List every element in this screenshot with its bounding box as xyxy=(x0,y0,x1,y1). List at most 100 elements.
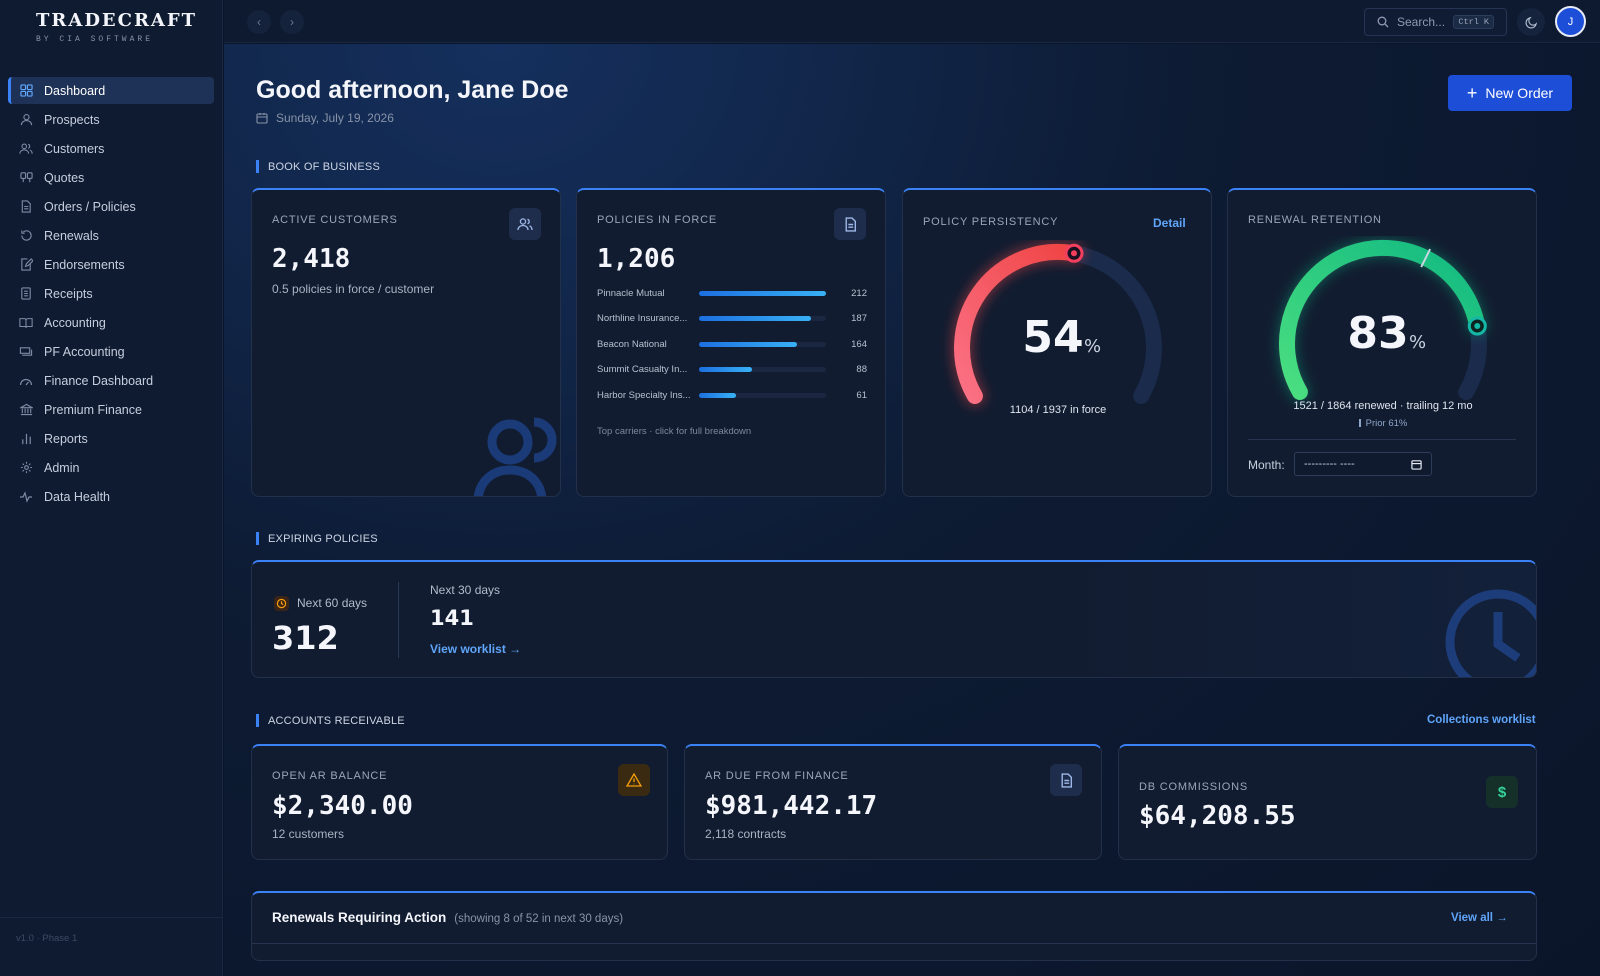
gauge-marker-dot xyxy=(1474,323,1481,329)
bar-chart-icon xyxy=(18,431,34,447)
sidebar-item-endorsements[interactable]: Endorsements xyxy=(8,251,214,278)
carrier-name: Summit Casualty In... xyxy=(597,364,688,375)
date-text: Sunday, July 19, 2026 xyxy=(276,111,394,125)
clock-icon xyxy=(274,596,289,611)
calendar-icon xyxy=(1411,459,1422,470)
sidebar-item-dashboard[interactable]: Dashboard xyxy=(8,77,214,104)
users-icon xyxy=(509,208,541,240)
version-label: v1.0 · Phase 1 xyxy=(16,933,78,944)
carrier-bar-row[interactable]: Northline Insurance... 187 xyxy=(597,312,867,326)
next60-value: 312 xyxy=(272,619,339,657)
table-subtitle: (showing 8 of 52 in next 30 days) xyxy=(454,913,624,925)
brand-name: TRADECRAFT xyxy=(36,10,198,31)
expiring-policies-card[interactable]: Next 60 days 312 Next 30 days 141 View w… xyxy=(251,560,1537,678)
sidebar-item-finance-dashboard[interactable]: Finance Dashboard xyxy=(8,367,214,394)
policies-in-force-card[interactable]: POLICIES IN FORCE 1,206 Pinnacle Mutual 2… xyxy=(576,188,886,497)
document-icon xyxy=(1050,764,1082,796)
policies-in-force-value: 1,206 xyxy=(597,244,676,274)
carrier-bar-row[interactable]: Summit Casualty In... 88 xyxy=(597,363,867,377)
carrier-bar-fill xyxy=(699,367,752,372)
card-label: POLICIES IN FORCE xyxy=(597,214,717,226)
db-commissions-value: $64,208.55 xyxy=(1139,801,1296,831)
carrier-name: Pinnacle Mutual xyxy=(597,287,665,299)
sidebar-item-customers[interactable]: Customers xyxy=(8,135,214,162)
db-commissions-card[interactable]: DB COMMISSIONS $ $64,208.55 xyxy=(1118,744,1537,860)
sidebar-item-label: Quotes xyxy=(44,170,85,185)
ar-due-finance-card[interactable]: AR DUE FROM FINANCE $981,442.17 2,118 co… xyxy=(684,744,1102,860)
month-input[interactable]: --------- ---- xyxy=(1294,452,1432,476)
sidebar-item-data-health[interactable]: Data Health xyxy=(8,483,214,510)
card-divider xyxy=(1248,439,1516,440)
forward-button[interactable]: › xyxy=(280,10,304,34)
sidebar-item-quotes[interactable]: Quotes xyxy=(8,164,214,191)
section-title-expiring: EXPIRING POLICIES xyxy=(256,532,378,545)
sidebar-item-admin[interactable]: Admin xyxy=(8,454,214,481)
sidebar-item-prospects[interactable]: Prospects xyxy=(8,106,214,133)
card-label: ACTIVE CUSTOMERS xyxy=(272,214,398,226)
book-icon xyxy=(18,315,34,331)
month-input-value: --------- ---- xyxy=(1304,458,1355,470)
user-avatar[interactable]: J xyxy=(1555,6,1586,37)
brand-logo[interactable]: TRADECRAFT BY CIA SOFTWARE xyxy=(0,0,222,64)
gauge-icon xyxy=(18,373,34,389)
carrier-footnote[interactable]: Top carriers · click for full breakdown xyxy=(597,426,752,437)
sidebar-item-renewals[interactable]: Renewals xyxy=(8,222,214,249)
clock-watermark-icon xyxy=(1445,589,1536,677)
policy-persistency-card[interactable]: POLICY PERSISTENCY Detail 54 % 1104 / 19… xyxy=(902,188,1212,497)
prior-marker xyxy=(1358,419,1361,428)
carrier-value: 164 xyxy=(851,338,867,350)
warning-icon xyxy=(618,764,650,796)
carrier-name: Harbor Specialty Ins... xyxy=(597,389,691,401)
collections-worklist-link[interactable]: Collections worklist xyxy=(1427,714,1536,726)
carrier-bar-row[interactable]: Beacon National 164 xyxy=(597,337,867,351)
carrier-bar-track xyxy=(699,290,826,296)
new-order-label: New Order xyxy=(1485,85,1554,101)
section-title-text: BOOK OF BUSINESS xyxy=(268,160,381,173)
search-icon xyxy=(1377,16,1389,28)
view-all-label: View all xyxy=(1451,912,1493,924)
renewal-retention-card[interactable]: RENEWAL RETENTION 83 % 1521 / 1864 renew… xyxy=(1227,188,1537,497)
view-worklist-link[interactable]: View worklist → xyxy=(430,642,521,656)
view-worklist-label: View worklist xyxy=(430,642,506,656)
sidebar-item-pf-accounting[interactable]: PF Accounting xyxy=(8,338,214,365)
carrier-bar-row[interactable]: Harbor Specialty Ins... 61 xyxy=(597,388,867,402)
card-label: OPEN AR BALANCE xyxy=(272,770,388,782)
card-label: AR DUE FROM FINANCE xyxy=(705,770,849,782)
bank-icon xyxy=(18,402,34,418)
table-title: Renewals Requiring Action xyxy=(272,910,447,925)
next30-value: 141 xyxy=(430,606,474,630)
table-header: Renewals Requiring Action (showing 8 of … xyxy=(272,910,623,925)
search-input[interactable]: Search... Ctrl K xyxy=(1364,8,1507,36)
persistency-detail-link[interactable]: Detail xyxy=(1153,216,1186,230)
active-customers-card[interactable]: ACTIVE CUSTOMERS 2,418 0.5 policies in f… xyxy=(251,188,561,497)
sidebar-item-orders-policies[interactable]: Orders / Policies xyxy=(8,193,214,220)
current-date: Sunday, July 19, 2026 xyxy=(256,111,394,125)
open-ar-card[interactable]: OPEN AR BALANCE $2,340.00 12 customers xyxy=(251,744,668,860)
table-divider xyxy=(252,943,1536,944)
theme-toggle-button[interactable] xyxy=(1517,8,1545,36)
sidebar-item-premium-finance[interactable]: Premium Finance xyxy=(8,396,214,423)
retention-sub: 1521 / 1864 renewed · trailing 12 mo xyxy=(1293,400,1473,412)
sidebar-item-label: Prospects xyxy=(44,112,100,127)
card-label: RENEWAL RETENTION xyxy=(1248,214,1382,226)
card-label: DB COMMISSIONS xyxy=(1139,781,1248,793)
open-ar-sub: 12 customers xyxy=(272,827,345,841)
sidebar-item-receipts[interactable]: Receipts xyxy=(8,280,214,307)
sidebar-item-label: Customers xyxy=(44,141,105,156)
back-button[interactable]: ‹ xyxy=(247,10,271,34)
card-label: POLICY PERSISTENCY xyxy=(923,216,1059,228)
quote-icon xyxy=(18,170,34,186)
carrier-bar-row[interactable]: Pinnacle Mutual 212 xyxy=(597,286,867,300)
receipt-icon xyxy=(18,286,34,302)
sidebar-nav: Dashboard Prospects Customers Quotes Ord… xyxy=(0,77,222,510)
sidebar-item-accounting[interactable]: Accounting xyxy=(8,309,214,336)
view-all-link[interactable]: View all → xyxy=(1451,912,1508,924)
sidebar-item-label: Renewals xyxy=(44,228,99,243)
sidebar-item-reports[interactable]: Reports xyxy=(8,425,214,452)
chevron-right-icon: › xyxy=(290,15,294,29)
main-content: Good afternoon, Jane Doe Sunday, July 19… xyxy=(224,44,1600,976)
gauge-marker-dot xyxy=(1071,250,1077,257)
gauge-value: 54 xyxy=(1022,312,1083,363)
new-order-button[interactable]: + New Order xyxy=(1448,75,1572,111)
document-icon xyxy=(18,199,34,215)
